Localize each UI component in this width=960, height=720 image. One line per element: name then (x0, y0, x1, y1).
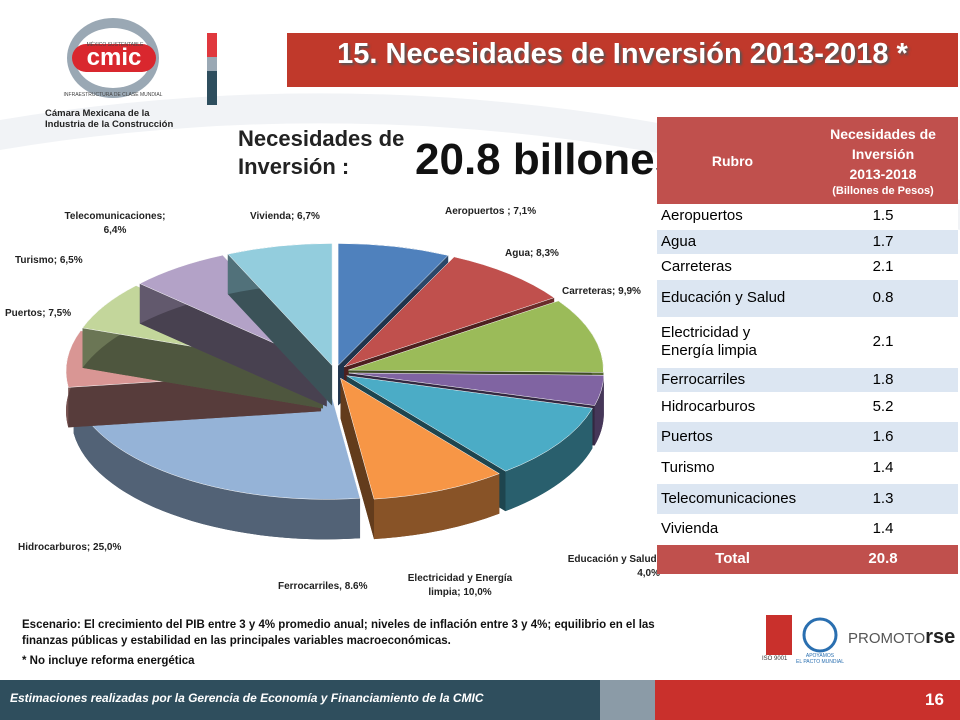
footer-bar (600, 680, 655, 720)
slice (340, 377, 500, 540)
row-label: Vivienda (661, 520, 719, 537)
row-value: 1.7 (872, 232, 894, 250)
slice-top (348, 372, 605, 406)
row-value: 2.1 (872, 333, 894, 350)
row-label: Puertos (661, 427, 713, 445)
footer-text: Estimaciones realizadas por la Gerencia … (10, 691, 484, 705)
data-label: Puertos; 7,5% (5, 308, 72, 319)
data-label: Turismo; 6,5% (15, 255, 83, 266)
table-row: Vivienda 1.4 (657, 514, 958, 544)
table-total: Total 20.8 (657, 544, 958, 574)
footer-bar (0, 680, 600, 720)
promo-part: rse (925, 626, 956, 648)
accent-bar (207, 33, 217, 57)
data-label: Aeropuertos ; 7,1% (445, 206, 537, 217)
row-value: 0.8 (872, 289, 894, 306)
row-label: Turismo (661, 458, 715, 476)
table-row: Educación y Salud 0.8 (657, 279, 958, 317)
data-label: Educación y Salud; 4,0% (567, 554, 660, 579)
promo-part: PROMOTO (848, 630, 926, 647)
row-value: 1.6 (872, 427, 894, 445)
headline-amount: 20.8 billones (415, 135, 680, 184)
slice-side (505, 408, 593, 512)
row-label: Aeropuertos (661, 207, 743, 225)
slice-top (340, 377, 500, 500)
table-row: Puertos 1.6 (657, 421, 958, 452)
slice-side (594, 375, 604, 446)
scenario-note: Escenario: El crecimiento del PIB entre … (22, 619, 655, 647)
logo-tagline: INFRAESTRUCTURA DE CLASE MUNDIAL (63, 92, 163, 98)
slice-top (227, 243, 333, 367)
data-label: Carreteras; 9,9% (562, 286, 641, 297)
data-label: Telecomunicaciones; 6,4% (64, 211, 166, 236)
row-label: Electricidad y Energía limpia (661, 324, 757, 359)
iso-logo (766, 615, 792, 655)
table-row: Hidrocarburos 5.2 (657, 392, 958, 421)
data-label: Vivienda; 6,7% (250, 211, 320, 222)
headline-label: Necesidades de Inversión : (238, 126, 405, 179)
header-cell: Necesidades de Inversión 2013-2018 (Billo… (808, 117, 958, 204)
data-label: Ferrocarriles, 8.6% (278, 581, 368, 592)
table-row: Carreteras 2.1 (657, 254, 958, 279)
row-label: Telecomunicaciones (661, 489, 797, 507)
data-label: Electricidad y Energía limpia; 10,0% (407, 573, 513, 598)
page-number: 16 (925, 690, 944, 709)
promo-text: PROMOTOrse (848, 626, 955, 649)
asterisk-note: * No incluye reforma energética (22, 655, 195, 667)
accent-bar (207, 57, 217, 71)
header-text: Necesidades de Inversión 2013-2018 (830, 125, 936, 182)
row-value: 1.4 (872, 520, 894, 537)
data-label: Agua; 8,3% (505, 248, 559, 259)
row-value: 5.2 (872, 397, 894, 415)
row-value: 1.8 (872, 370, 894, 388)
pacto-text: APOYAMOS EL PACTO MUNDIAL (796, 653, 844, 665)
iso-text: ISO 9001 (762, 656, 788, 662)
slide-title: 15. Necesidades de Inversión 2013-2018 * (337, 38, 908, 70)
row-label: Carreteras (661, 257, 732, 275)
table-row: Aeropuertos 1.5 (657, 204, 958, 229)
row-value: 1.4 (872, 458, 894, 476)
header-subtext: (Billones de Pesos) (832, 184, 934, 197)
investment-table: Rubro Necesidades de Inversión 2013-2018 (… (657, 117, 958, 574)
table-row: Electricidad y Energía limpia 2.1 (657, 317, 958, 367)
logo-brand: cmic (86, 44, 142, 71)
row-value: 1.3 (872, 489, 894, 507)
slice-side (374, 473, 500, 540)
slice-top (348, 300, 604, 373)
header-cell: Rubro (711, 152, 754, 169)
total-label: Total (715, 550, 750, 568)
footer-bar (655, 680, 960, 720)
logo-pill (72, 44, 156, 72)
row-label: Educación y Salud (661, 289, 786, 306)
row-label: Ferrocarriles (661, 370, 746, 388)
row-label: Agua (661, 232, 697, 250)
table-row: Ferrocarriles 1.8 (657, 367, 958, 392)
table-row: Telecomunicaciones 1.3 (657, 483, 958, 514)
row-value: 2.1 (872, 257, 894, 275)
table-row: Turismo 1.4 (657, 452, 958, 483)
accent-bar (207, 71, 217, 105)
title-bar (287, 33, 958, 87)
row-value: 1.5 (872, 207, 894, 225)
table-header: Rubro Necesidades de Inversión 2013-2018 (… (657, 117, 958, 204)
logo-top: MÉXICO SUSTENTABLE (86, 42, 144, 48)
pie-chart (65, 243, 605, 540)
slice (227, 243, 333, 406)
pacto-logo (802, 617, 838, 653)
slice-top (346, 375, 593, 472)
swoosh (0, 93, 960, 230)
slice-wall (139, 255, 327, 407)
slice-side (73, 393, 361, 540)
table-row: Agua 1.7 (657, 229, 958, 254)
logo-name: Cámara Mexicana de la Industria de la Co… (45, 108, 174, 130)
slice-top (343, 256, 555, 368)
row-label: Hidrocarburos (661, 397, 756, 415)
data-label: Hidrocarburos; 25,0% (18, 542, 122, 553)
slice-top (337, 243, 449, 367)
total-value: 20.8 (868, 550, 898, 568)
